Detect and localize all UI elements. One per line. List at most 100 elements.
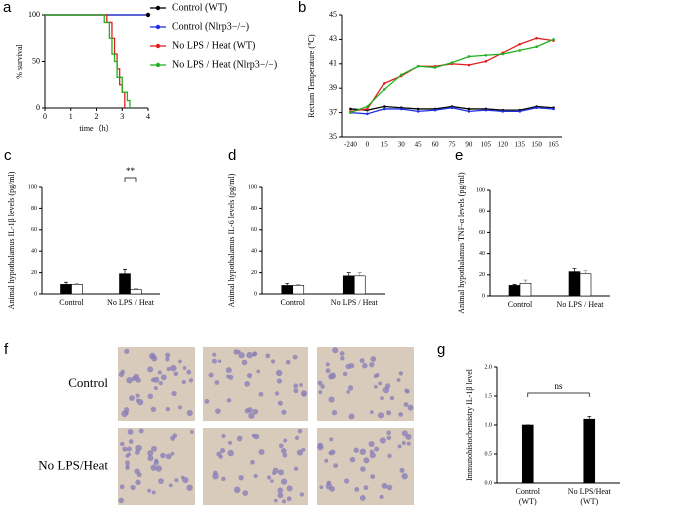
bar — [568, 271, 581, 297]
cell — [265, 353, 271, 359]
error-bar — [346, 272, 351, 276]
bar — [71, 284, 83, 295]
y-tick-label: 0.5 — [485, 451, 493, 457]
legend-marker — [155, 24, 161, 30]
cell — [270, 359, 276, 364]
error-bar — [587, 415, 592, 420]
cell — [135, 479, 141, 486]
cell — [359, 495, 366, 501]
panel-label: c — [4, 147, 12, 164]
error-bar — [296, 284, 301, 286]
point — [383, 82, 386, 85]
x-tick-label: 60 — [432, 141, 440, 149]
cell — [258, 391, 264, 397]
cell — [126, 446, 132, 452]
point — [484, 53, 488, 57]
point — [416, 110, 420, 113]
y-tick-label: 100 — [28, 10, 40, 19]
legend-label: Control (Nlrp3−/−) — [172, 21, 249, 32]
y-tick-label: 1.0 — [485, 422, 493, 428]
cell — [120, 441, 125, 447]
error-bar — [583, 270, 588, 274]
cell — [129, 395, 135, 401]
cell — [165, 352, 171, 358]
y-tick-label: 60 — [479, 230, 485, 236]
bar — [60, 284, 72, 295]
cell — [293, 466, 299, 471]
cell — [340, 356, 345, 361]
cell — [130, 484, 136, 491]
point — [484, 108, 488, 112]
legend-label: No LPS / Heat (WT) — [172, 40, 255, 51]
bar — [130, 289, 142, 295]
cell — [170, 451, 175, 456]
error-bar — [285, 282, 290, 286]
y-tick-label: 100 — [248, 184, 257, 190]
y-tick-label: 40 — [479, 251, 485, 257]
cell — [253, 473, 258, 478]
cell — [250, 459, 255, 465]
y-tick-label: 60 — [31, 227, 37, 233]
cell — [349, 456, 356, 463]
cell — [238, 475, 244, 481]
cell — [248, 412, 255, 419]
cell — [369, 361, 375, 368]
cell — [296, 449, 304, 456]
cell — [343, 478, 350, 484]
cell — [396, 378, 401, 382]
y-tick-label: 80 — [31, 206, 37, 212]
cell — [221, 433, 226, 439]
y-axis-label: Animal hypothalamus IL-6 levels (pg/ml) — [227, 173, 236, 307]
cell — [317, 380, 323, 386]
cell — [133, 373, 140, 380]
x-tick-label: 3 — [120, 112, 124, 121]
cell — [407, 404, 414, 411]
cell — [276, 378, 283, 384]
cell — [150, 406, 157, 412]
cell — [124, 348, 130, 355]
cell — [137, 399, 144, 406]
cell — [401, 472, 408, 480]
cell — [258, 448, 265, 455]
cell — [406, 441, 411, 446]
x-tick-label: (WT) — [580, 497, 598, 506]
cell — [170, 364, 177, 372]
point — [484, 60, 488, 63]
cell — [153, 386, 158, 391]
point — [399, 73, 403, 77]
cell — [186, 369, 192, 375]
x-tick-label: 15 — [381, 141, 389, 149]
cell — [236, 349, 241, 354]
y-axis-label: Animal hypothalamus TNF-α levels (pg/ml) — [457, 172, 466, 314]
legend-label: Control (WT) — [172, 2, 227, 13]
cell — [325, 368, 331, 374]
survival-line — [45, 14, 131, 108]
cell — [126, 376, 133, 384]
point — [416, 64, 420, 68]
micrograph — [317, 347, 414, 421]
cell — [147, 455, 154, 462]
point — [535, 45, 538, 49]
cell — [160, 452, 166, 459]
cell — [277, 400, 283, 406]
cell — [375, 372, 380, 378]
cell — [221, 476, 226, 482]
cell — [218, 454, 223, 459]
significance-bracket — [527, 392, 590, 397]
cell — [118, 497, 124, 504]
cell — [293, 388, 299, 394]
cell — [293, 383, 299, 389]
cell — [374, 384, 378, 389]
y-tick-label: 37 — [329, 107, 337, 116]
bar — [353, 275, 366, 295]
cell — [217, 359, 222, 363]
temperature-line — [350, 38, 554, 114]
cell — [278, 469, 285, 476]
y-tick-label: 100 — [476, 187, 485, 193]
point — [383, 88, 386, 91]
cell — [368, 440, 375, 448]
cell — [346, 389, 351, 394]
cell — [369, 449, 374, 454]
point — [518, 49, 521, 52]
y-tick-label: 20 — [251, 270, 257, 276]
